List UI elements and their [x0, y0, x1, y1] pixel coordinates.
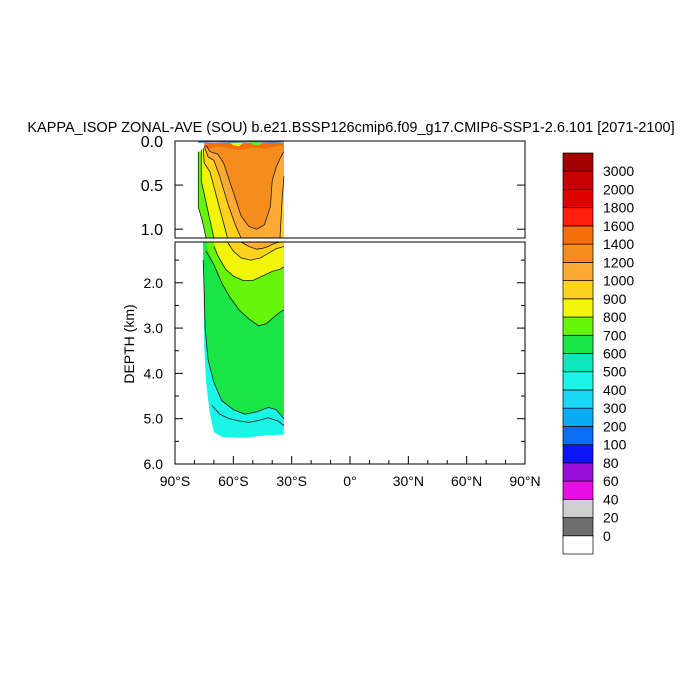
upper-panel-fills	[198, 141, 284, 238]
colorbar-label: 300	[603, 400, 627, 416]
contour-upper-600-line	[197, 151, 207, 238]
contour-upper-1000-east-line	[279, 176, 285, 238]
y-tick-label: 1.0	[141, 222, 163, 239]
colorbar-label: 600	[603, 346, 627, 362]
colorbar-swatch	[562, 298, 594, 318]
x-tick-label: 60°N	[451, 473, 482, 489]
contour-upper-900-line	[203, 146, 242, 238]
y-axis-label: DEPTH (km)	[121, 304, 137, 383]
colorbar-label: 60	[603, 473, 619, 489]
contour-deep-inner-line	[211, 404, 285, 426]
contour-900-1000-line	[240, 242, 281, 250]
colorbar: 0 20 40 60 80 100 200 300 400 500 600 700 800 900 1000…	[562, 152, 634, 555]
colorbar-label: 1600	[603, 218, 634, 234]
contour-upper-1000-line	[205, 145, 285, 230]
colorbar-label: 0	[603, 528, 611, 544]
y-tick-label: 5.0	[144, 411, 164, 427]
region-yellow-core-lower	[227, 242, 284, 261]
y-tick-label: 3.0	[144, 320, 164, 336]
colorbar-label: 100	[603, 437, 627, 453]
x-axis-ticks: 90°S 60°S 30°S 0° 30°N 60°N 90°N	[160, 456, 541, 489]
colorbar-label: 700	[603, 327, 627, 343]
colorbar-label: 500	[603, 364, 627, 380]
x-tick-label: 90°S	[160, 473, 191, 489]
y-tick-label: 0.0	[141, 134, 163, 151]
colorbar-swatch	[562, 316, 594, 336]
y-tick-label: 0.5	[141, 178, 163, 195]
lower-panel-contours	[202, 242, 285, 426]
colorbar-swatch	[562, 371, 594, 391]
upper-y-ticks: 0.0 0.5 1.0	[141, 134, 525, 239]
lower-y-ticks: 2.0 3.0 4.0 5.0 6.0	[144, 259, 525, 472]
colorbar-swatch	[562, 480, 594, 500]
colorbar-label: 40	[603, 491, 619, 507]
colorbar-label: 1400	[603, 236, 634, 252]
colorbar-label: 2000	[603, 182, 634, 198]
y-tick-label: 2.0	[144, 275, 164, 291]
colorbar-swatch	[562, 152, 594, 172]
x-tick-label: 0°	[343, 473, 356, 489]
colorbar-swatch	[562, 462, 594, 482]
colorbar-label: 800	[603, 309, 627, 325]
colorbar-label: 900	[603, 291, 627, 307]
colorbar-swatch	[562, 262, 594, 281]
colorbar-label: 3000	[603, 163, 634, 179]
contour-700-800-line	[213, 246, 285, 281]
region-surface-green-patch-upper	[248, 141, 263, 146]
colorbar-label: 200	[603, 418, 627, 434]
colorbar-label: 1800	[603, 200, 634, 216]
x-tick-label: 90°N	[509, 473, 540, 489]
region-surface-dark-orange-upper	[204, 142, 284, 150]
colorbar-label: 20	[603, 510, 619, 526]
x-tick-label: 60°S	[218, 473, 249, 489]
upper-depth-panel: 0.0 0.5 1.0	[141, 134, 526, 239]
contour-500-600-line	[202, 260, 285, 419]
x-tick-label: 30°S	[276, 473, 307, 489]
colorbar-swatch	[562, 207, 594, 227]
colorbar-label: 80	[603, 455, 619, 471]
contour-upper-800-line	[202, 148, 228, 238]
colorbar-label: 1000	[603, 273, 634, 289]
colorbar-swatch	[562, 444, 594, 464]
colorbar-swatch	[562, 498, 594, 518]
colorbar-swatch	[562, 535, 594, 555]
contour-600-700-line	[205, 250, 285, 327]
colorbar-swatch	[562, 170, 594, 190]
upper-panel-frame	[174, 140, 526, 239]
colorbar-swatch	[562, 280, 594, 300]
colorbar-swatch	[562, 189, 594, 209]
colorbar-swatch	[562, 389, 594, 409]
upper-panel-contours	[197, 145, 285, 238]
colorbar-swatch	[562, 426, 594, 445]
chart-title: KAPPA_ISOP ZONAL-AVE (SOU) b.e21.BSSP126…	[27, 120, 674, 136]
contour-upper-700-line	[200, 149, 215, 238]
colorbar-swatch	[562, 225, 594, 245]
colorbar-swatch	[562, 243, 594, 263]
region-gold-core-lower	[241, 242, 280, 250]
contour-800-900-line	[227, 242, 285, 261]
y-tick-label: 4.0	[144, 365, 164, 381]
colorbar-label: 1200	[603, 254, 634, 270]
y-tick-label: 6.0	[144, 456, 164, 472]
x-tick-label: 30°N	[393, 473, 424, 489]
lower-depth-panel: 2.03.04.05.06.0 90°S 60°S 30°S 0° 30°N 60°N 90…	[144, 241, 541, 489]
region-orange-core-upper	[206, 144, 284, 230]
colorbar-label: 400	[603, 382, 627, 398]
region-surface-lime-strip-upper	[229, 141, 244, 147]
colorbar-swatch	[562, 334, 594, 354]
colorbar-swatch	[562, 353, 594, 373]
colorbar-swatch	[562, 407, 594, 427]
colorbar-swatch	[562, 517, 594, 537]
